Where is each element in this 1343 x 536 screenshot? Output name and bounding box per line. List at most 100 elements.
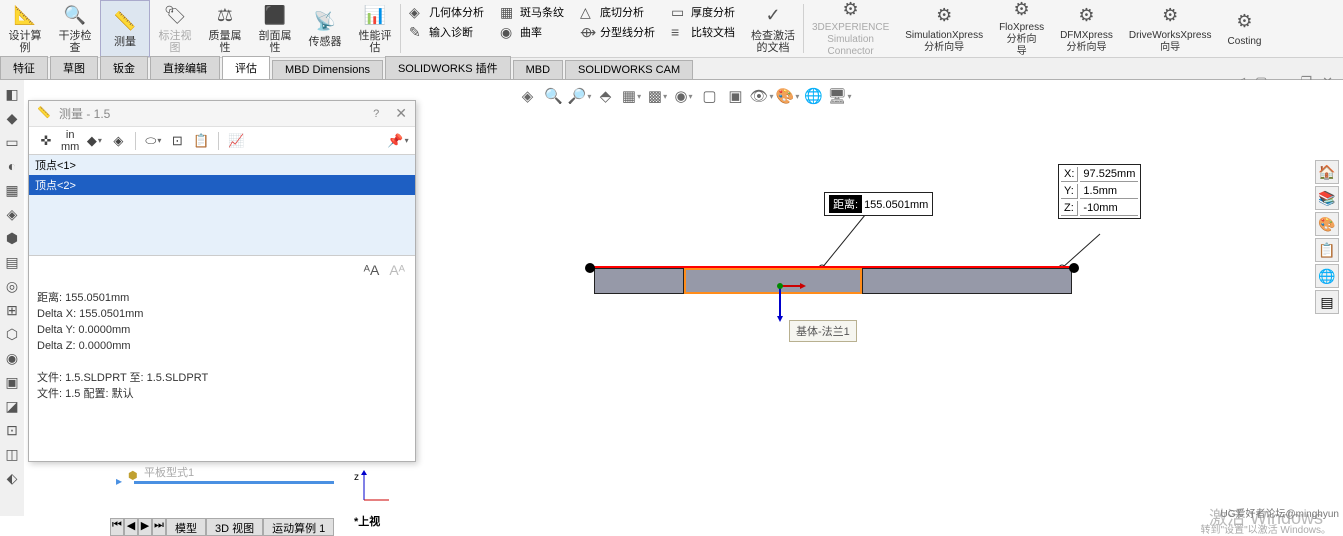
ribbon-button[interactable]: 🔍干涉检查 xyxy=(50,0,100,57)
tool-icon[interactable]: ⬖ xyxy=(2,468,22,488)
close-icon[interactable]: ✕ xyxy=(395,105,407,122)
bottom-tab[interactable]: 运动算例 1 xyxy=(263,518,334,536)
last-icon[interactable]: ⏭ xyxy=(152,518,166,536)
ribbon-addon-button[interactable]: ⚙SimulationXpress分析向导 xyxy=(897,0,991,57)
orientation-icon[interactable]: ◈ xyxy=(517,86,539,106)
svg-text:z: z xyxy=(354,472,359,483)
tool-icon[interactable]: ▭ xyxy=(2,132,22,152)
tool-icon[interactable]: ⬢ xyxy=(2,228,22,248)
tool-icon[interactable]: ◆ xyxy=(2,108,22,128)
feature-tooltip: 基体-法兰1 xyxy=(789,320,857,342)
tool-icon[interactable]: ⬡ xyxy=(2,324,22,344)
palette-icon[interactable]: 🎨 xyxy=(1315,212,1339,236)
view-orient-icon[interactable]: ▦ xyxy=(621,86,643,106)
custom-props-icon[interactable]: 📋 xyxy=(1315,238,1339,262)
forum-icon[interactable]: ▤ xyxy=(1315,290,1339,314)
help-icon[interactable]: ? xyxy=(373,108,379,120)
measure-toolbar: ✜ inmm ◆ ◈ ⬭ ⊡ 📋 📈 📌 xyxy=(29,127,415,155)
zoom-fit-icon[interactable]: 🔍 xyxy=(543,86,565,106)
visibility-icon[interactable]: 👁 xyxy=(751,86,773,106)
tab-SOLIDWORKS CAM[interactable]: SOLIDWORKS CAM xyxy=(565,60,693,79)
hide-show-icon[interactable]: ◉ xyxy=(673,86,695,106)
ribbon-button[interactable]: 📊性能评估 xyxy=(350,0,400,57)
ribbon-addon-button[interactable]: ⚙DFMXpress分析向导 xyxy=(1052,0,1121,57)
intersection-icon[interactable]: ✜ xyxy=(35,130,57,152)
windows-activation-subtext: 转到"设置"以激活 Windows。 xyxy=(1201,521,1331,536)
selection-row[interactable]: 顶点<1> xyxy=(29,155,415,175)
ribbon-addon-button[interactable]: ⚙DriveWorksXpress向导 xyxy=(1121,0,1220,57)
tool-icon[interactable]: ⊡ xyxy=(2,420,22,440)
zoom-icon[interactable]: 🔎 xyxy=(569,86,591,106)
font-decrease-icon[interactable]: Aᴬ xyxy=(389,262,405,278)
pin-icon[interactable]: 📌 xyxy=(387,130,409,152)
ribbon-sub-button[interactable]: △底切分析 xyxy=(578,2,657,22)
tool-icon[interactable]: ◉ xyxy=(2,348,22,368)
ribbon-sub-button[interactable]: ◈几何体分析 xyxy=(407,2,486,22)
forum-credit: UG爱好者论坛@minghyun xyxy=(1220,505,1339,520)
tool-icon[interactable]: ⊞ xyxy=(2,300,22,320)
appearances-icon[interactable]: 🌐 xyxy=(1315,264,1339,288)
view-triad: z *上视 xyxy=(354,470,404,529)
ribbon-button[interactable]: 🏷标注视图 xyxy=(150,0,200,57)
font-increase-icon[interactable]: ᴬA xyxy=(364,262,380,278)
ribbon-button[interactable]: ⚖质量属性 xyxy=(200,0,250,57)
ribbon-addon-button[interactable]: ⚙Costing xyxy=(1219,0,1269,57)
ribbon-sub-button[interactable]: ▭厚度分析 xyxy=(669,2,737,22)
tab-SOLIDWORKS 插件[interactable]: SOLIDWORKS 插件 xyxy=(385,56,511,79)
ribbon-sub-button[interactable]: ⟴分型线分析 xyxy=(578,22,657,42)
scene2-icon[interactable]: 🌐 xyxy=(803,86,825,106)
tab-特征[interactable]: 特征 xyxy=(0,56,48,79)
tool-icon[interactable]: ◈ xyxy=(2,204,22,224)
tab-草图[interactable]: 草图 xyxy=(50,56,98,79)
ribbon-button[interactable]: 📏测量 xyxy=(100,0,150,57)
ribbon-button[interactable]: ⬛剖面属性 xyxy=(250,0,300,57)
sensor-icon[interactable]: 📈 xyxy=(225,130,247,152)
tab-评估[interactable]: 评估 xyxy=(222,56,270,79)
next-icon[interactable]: ▶ xyxy=(138,518,152,536)
box-icon[interactable]: ▣ xyxy=(725,86,747,106)
feature-timeline[interactable]: ▸ ⬢ 平板型式1 xyxy=(104,468,344,484)
ribbon-addon-button[interactable]: ⚙3DEXPERIENCESimulationConnector xyxy=(804,0,897,57)
xyz-icon[interactable]: ◆ xyxy=(83,130,105,152)
arc-icon[interactable]: ⬭ xyxy=(142,130,164,152)
ribbon-sub-button[interactable]: ✎输入诊断 xyxy=(407,22,486,42)
tab-钣金[interactable]: 钣金 xyxy=(100,56,148,79)
ribbon-sub-button[interactable]: ≡比较文档 xyxy=(669,22,737,42)
tool-icon[interactable]: ◪ xyxy=(2,396,22,416)
ribbon-button[interactable]: 📐设计算例 xyxy=(0,0,50,57)
home-icon[interactable]: 🏠 xyxy=(1315,160,1339,184)
dialog-titlebar[interactable]: 📏 测量 - 1.5 ? ✕ xyxy=(29,101,415,127)
prev-icon[interactable]: ◀ xyxy=(124,518,138,536)
display-icon[interactable]: 🖥 xyxy=(829,86,851,106)
tool-icon[interactable]: ▦ xyxy=(2,180,22,200)
tab-MBD Dimensions[interactable]: MBD Dimensions xyxy=(272,60,383,79)
tab-直接编辑[interactable]: 直接编辑 xyxy=(150,56,220,79)
tool-icon[interactable]: ◐ xyxy=(2,156,22,176)
tab-MBD[interactable]: MBD xyxy=(513,60,563,79)
ribbon-addon-button[interactable]: ⚙FloXpress分析向导 xyxy=(991,0,1052,57)
tool-icon[interactable]: ◎ xyxy=(2,276,22,296)
feature-tabs: 特征草图钣金直接编辑评估MBD DimensionsSOLIDWORKS 插件M… xyxy=(0,58,1343,80)
ribbon-button[interactable]: 📡传感器 xyxy=(300,0,350,57)
tool-icon[interactable]: ▣ xyxy=(2,372,22,392)
first-icon[interactable]: ⏮ xyxy=(110,518,124,536)
ribbon-sub-button[interactable]: ▦斑马条纹 xyxy=(498,2,566,22)
resources-icon[interactable]: 📚 xyxy=(1315,186,1339,210)
bottom-tab[interactable]: 模型 xyxy=(166,518,206,536)
tool-icon[interactable]: ▤ xyxy=(2,252,22,272)
tool-icon[interactable]: ◧ xyxy=(2,84,22,104)
scene-icon[interactable]: ▢ xyxy=(699,86,721,106)
history-icon[interactable]: 📋 xyxy=(190,130,212,152)
point-icon[interactable]: ◈ xyxy=(107,130,129,152)
selection-row[interactable]: 顶点<2> xyxy=(29,175,415,195)
selection-list[interactable]: 顶点<1>顶点<2> xyxy=(29,155,415,255)
bottom-tab[interactable]: 3D 视图 xyxy=(206,518,263,536)
display-style-icon[interactable]: ▩ xyxy=(647,86,669,106)
unit-toggle[interactable]: inmm xyxy=(59,129,81,153)
projection-icon[interactable]: ⊡ xyxy=(166,130,188,152)
tool-icon[interactable]: ◫ xyxy=(2,444,22,464)
appearance-icon[interactable]: 🎨 xyxy=(777,86,799,106)
section-icon[interactable]: ⬘ xyxy=(595,86,617,106)
ribbon-sub-button[interactable]: ◉曲率 xyxy=(498,22,566,42)
ribbon-button[interactable]: ✓检查激活的文档 xyxy=(743,0,803,57)
